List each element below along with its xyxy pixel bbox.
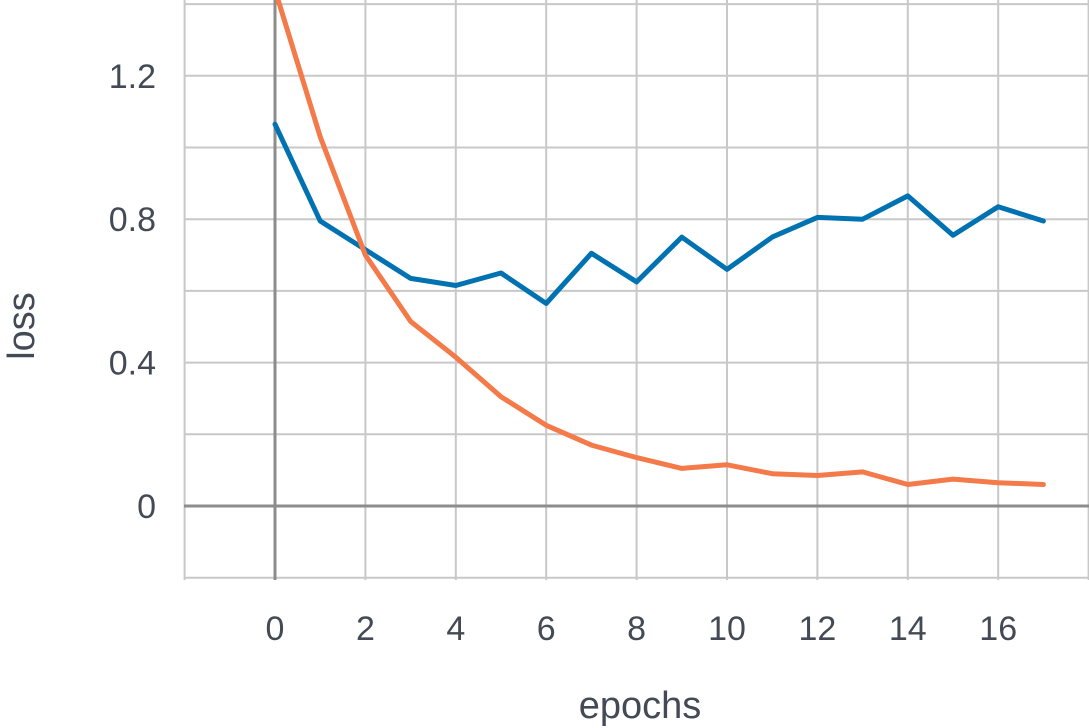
x-tick-label: 16	[979, 610, 1017, 648]
x-tick-label: 4	[446, 610, 465, 648]
tick-labels: 0 2 4 6 8 10 12 14 16 0 0.4 0.8 1.2	[109, 58, 1017, 648]
y-tick-label: 0.4	[109, 345, 156, 383]
series-line-1	[272, 121, 1046, 306]
x-tick-label: 6	[537, 610, 556, 648]
x-tick-label: 14	[889, 610, 927, 648]
series-lines	[272, 0, 1046, 487]
x-tick-label: 2	[356, 610, 375, 648]
x-tick-label: 10	[708, 610, 746, 648]
series-line-2	[275, 0, 1046, 487]
x-axis-title: epochs	[579, 685, 702, 727]
x-tick-label: 0	[266, 610, 285, 648]
zero-axes	[184, 0, 1089, 580]
x-tick-label: 12	[798, 610, 836, 648]
y-tick-label: 0	[137, 488, 156, 526]
y-tick-label: 0.8	[109, 201, 156, 239]
grid-lines	[183, 0, 1089, 580]
x-tick-label: 8	[627, 610, 646, 648]
y-axis-title: loss	[1, 292, 43, 360]
y-tick-label: 1.2	[109, 58, 156, 96]
